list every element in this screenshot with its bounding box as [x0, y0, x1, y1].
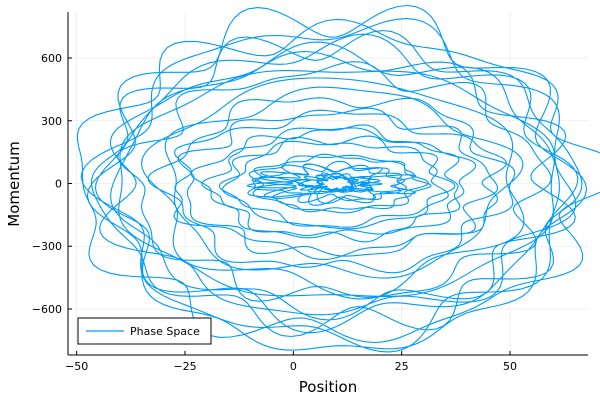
- x-tick-label: 25: [395, 360, 409, 373]
- y-axis-label: Momentum: [5, 141, 23, 226]
- legend: Phase Space: [77, 317, 212, 345]
- x-ticks: −50 −25 0 25 50: [65, 351, 517, 373]
- series-line-phase-space: [76, 4, 600, 353]
- x-tick-label: −25: [173, 360, 196, 373]
- y-tick-label: 600: [41, 52, 62, 65]
- y-tick-label: 0: [55, 178, 62, 191]
- x-tick-label: −50: [65, 360, 88, 373]
- x-tick-label: 50: [503, 360, 517, 373]
- legend-label: Phase Space: [130, 325, 200, 338]
- x-tick-label: 0: [290, 360, 297, 373]
- series-layer: [76, 4, 600, 353]
- y-ticks: −600 −300 0 300 600: [32, 52, 72, 316]
- y-tick-label: 300: [41, 115, 62, 128]
- x-axis-label: Position: [299, 378, 357, 396]
- legend-box: [77, 317, 212, 345]
- y-tick-label: −300: [32, 240, 62, 253]
- y-tick-label: −600: [32, 303, 62, 316]
